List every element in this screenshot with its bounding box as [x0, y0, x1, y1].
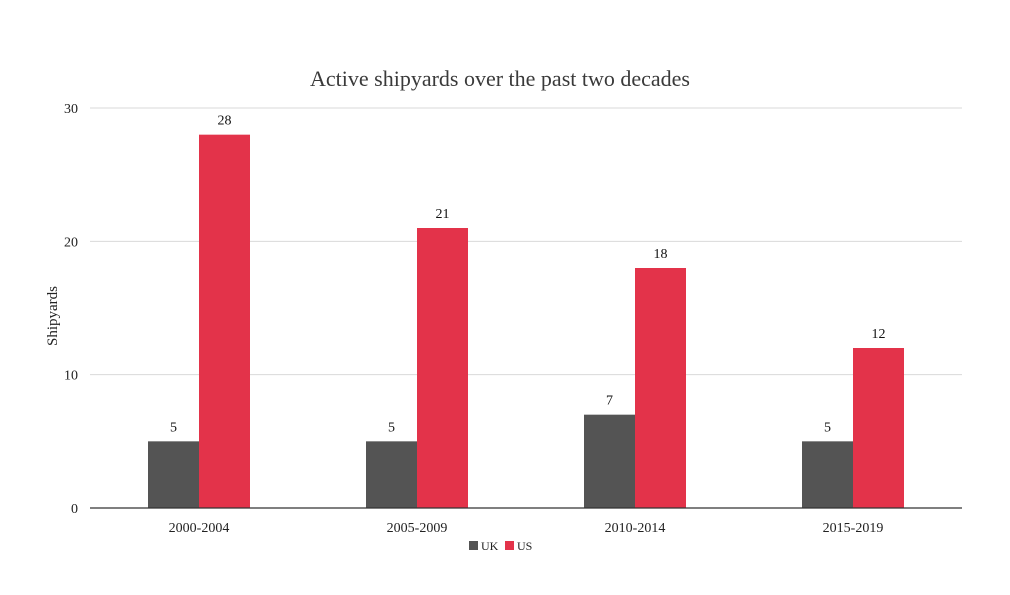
x-tick-label: 2010-2014: [605, 521, 666, 536]
data-label: 7: [606, 394, 613, 409]
bar-uk: [366, 441, 417, 508]
bar-uk: [584, 414, 635, 508]
y-tick-label: 0: [71, 502, 78, 517]
legend-label-uk: UK: [481, 539, 499, 553]
bar-us: [635, 268, 686, 508]
y-tick-label: 20: [64, 235, 78, 250]
x-tick-label: 2000-2004: [169, 521, 230, 536]
y-axis-label: Shipyards: [45, 286, 61, 346]
legend-swatch-us: [505, 541, 514, 550]
data-label: 18: [654, 247, 668, 262]
x-axis-ticks: 2000-2004 2005-2009 2010-2014 2015-2019: [169, 521, 884, 536]
bars: [148, 134, 904, 508]
data-label: 12: [872, 327, 886, 342]
data-label: 5: [170, 420, 177, 435]
data-label: 28: [218, 114, 232, 129]
chart-title: Active shipyards over the past two decad…: [310, 66, 690, 91]
x-tick-label: 2015-2019: [823, 521, 884, 536]
y-tick-label: 10: [64, 369, 78, 384]
x-tick-label: 2005-2009: [387, 521, 448, 536]
bar-us: [417, 228, 468, 508]
bar-us: [199, 134, 250, 508]
y-tick-label: 30: [64, 102, 78, 117]
legend-label-us: US: [517, 539, 532, 553]
data-label: 5: [824, 420, 831, 435]
bar-uk: [802, 441, 853, 508]
data-label: 21: [436, 207, 450, 222]
legend: UK US: [469, 539, 532, 553]
data-label: 5: [388, 420, 395, 435]
bar-us: [853, 348, 904, 508]
legend-swatch-uk: [469, 541, 478, 550]
bar-uk: [148, 441, 199, 508]
data-labels: 5 28 5 21 7 18 5 12: [170, 114, 886, 436]
y-axis-ticks: 0 10 20 30: [64, 102, 78, 517]
